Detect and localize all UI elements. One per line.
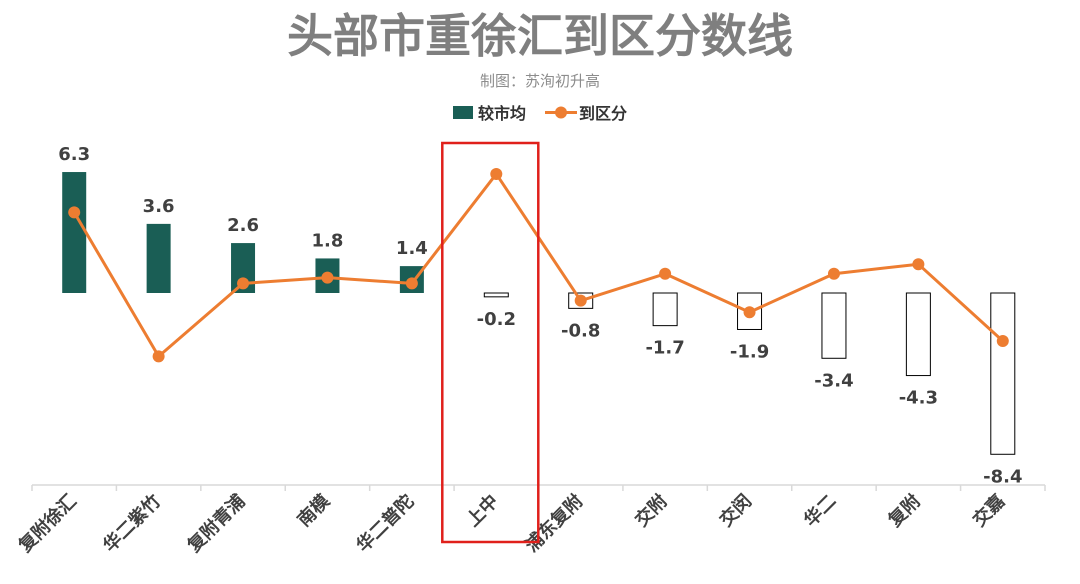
bar-data-label: 2.6 [227,215,259,236]
bar-data-label: 1.4 [396,238,428,259]
x-tick-label: 华二紫竹 [99,490,165,556]
bar-data-label: 6.3 [58,144,90,165]
x-tick-label: 上中 [462,490,503,531]
x-tick-label: 华二 [799,490,840,531]
bar-data-label: -0.2 [477,309,516,330]
line-marker [659,267,672,280]
bar-data-label: -1.7 [645,338,684,359]
line-marker [321,271,334,284]
legend-bar-label: 较市均 [478,104,526,123]
x-tick-label: 复附徐汇 [14,490,81,557]
x-tick-label: 南模 [293,489,335,531]
bar-data-label: -3.4 [814,370,853,391]
legend-line-label: 到区分 [579,104,627,123]
line-marker [490,167,503,180]
bar-data-labels: 6.3 3.6 2.6 1.8 1.4 -0.2 -0.8 -1.7 -1.9 -3.4 -4.3 -… [58,144,1022,487]
line-marker [743,306,756,319]
line-marker [996,335,1009,347]
bar [62,172,87,293]
legend-line-marker [555,106,567,119]
bar-data-label: -4.3 [899,388,938,409]
chart-subtitle: 制图：苏洵初升高 [480,72,600,90]
line-marker [405,277,418,290]
x-axis-tick-labels: 复附徐汇 华二紫竹 复附青浦 南模 华二普陀 上中 浦东复附 交附 交闵 华二 复附 交嘉 [14,489,1010,557]
bar-data-label: -1.9 [730,341,769,362]
chart-title: 头部市重徐汇到区分数线 [287,9,793,63]
legend: 较市均 到区分 [453,104,627,123]
legend-bar-swatch [453,106,473,119]
x-axis-ticks [31,485,1046,491]
bar [905,292,931,377]
bar-data-label: -8.4 [983,466,1022,487]
bar-data-label: -0.8 [561,320,600,341]
line-marker [152,350,165,363]
bar [146,223,171,293]
x-tick-label: 浦东复附 [521,490,587,556]
bar [990,292,1016,455]
x-tick-label: 复附 [883,490,925,532]
bar-data-label: 1.8 [312,230,344,251]
highlight-box [441,141,540,544]
bar [821,292,847,359]
line-marker [827,267,840,280]
x-tick-label: 华二普陀 [352,490,418,556]
x-tick-label: 交附 [631,490,672,531]
line-marker [574,294,587,307]
line-marker [912,258,925,271]
line-marker [68,206,81,219]
x-tick-label: 交闵 [715,490,756,531]
line-marker [237,277,250,290]
bar [652,292,678,327]
bar [483,292,509,298]
x-tick-label: 复附青浦 [182,490,249,557]
x-tick-label: 交嘉 [968,490,1009,531]
bar-data-label: 3.6 [143,196,175,217]
line-markers [68,167,1009,363]
